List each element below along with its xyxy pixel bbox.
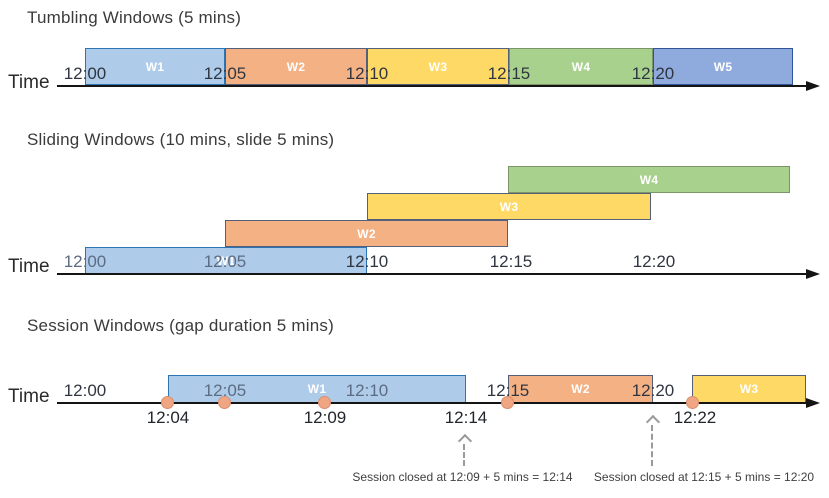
event-time-label: 12:22 (673, 408, 717, 427)
event-time-label: 12:09 (303, 408, 347, 427)
event-dot (318, 396, 331, 409)
tick-label: 12:05 (203, 64, 247, 83)
tick-label: 12:20 (631, 381, 675, 400)
window-bar-w2: W2 (225, 48, 367, 85)
window-bar-w3: W3 (692, 375, 806, 403)
tick-label: 12:15 (489, 252, 533, 271)
time-axis-label: Time (8, 256, 50, 277)
time-axis-label: Time (8, 72, 50, 93)
window-bar-w3: W3 (367, 193, 651, 220)
window-bar-w4: W4 (509, 48, 653, 85)
window-bar-w5: W5 (653, 48, 793, 85)
window-label: W1 (145, 59, 165, 74)
tick-label: 12:20 (632, 252, 676, 271)
session-close-arrow (463, 444, 465, 466)
window-label: W4 (571, 59, 591, 74)
tick-label: 12:10 (345, 64, 389, 83)
tick-label: 12:00 (63, 252, 107, 271)
up-arrow-icon (457, 433, 473, 449)
window-bar-w4: W4 (508, 166, 790, 193)
window-label: W3 (499, 199, 519, 214)
tick-label: 12:10 (345, 381, 389, 400)
tick-label: 12:00 (63, 64, 107, 83)
window-bar-w2: W2 (225, 220, 508, 247)
time-axis (57, 273, 807, 275)
section-title-sliding: Sliding Windows (10 mins, slide 5 mins) (27, 130, 335, 149)
event-dot (686, 396, 699, 409)
event-dot (218, 396, 231, 409)
event-dot (501, 396, 514, 409)
window-bar-w3: W3 (367, 48, 509, 85)
tick-label: 12:10 (345, 252, 389, 271)
session-close-note: Session closed at 12:09 + 5 mins = 12:14 (352, 470, 573, 484)
window-label: W2 (286, 59, 306, 74)
event-dot (161, 396, 174, 409)
window-label: W5 (713, 59, 733, 74)
session-close-note: Session closed at 12:15 + 5 mins = 12:20 (593, 470, 815, 484)
section-title-tumbling: Tumbling Windows (5 mins) (27, 8, 242, 27)
section-title-session: Session Windows (gap duration 5 mins) (27, 316, 334, 335)
window-bar-w2: W2 (508, 375, 653, 403)
window-bar-w1: W1 (85, 247, 367, 274)
time-axis (57, 85, 807, 87)
window-label: W4 (639, 172, 659, 187)
tick-label: 12:15 (486, 381, 530, 400)
tick-label: 12:15 (487, 64, 531, 83)
axis-arrowhead-icon (806, 81, 820, 91)
window-label: W1 (307, 382, 327, 396)
tick-label: 12:05 (203, 252, 247, 271)
window-label: W1 (216, 253, 236, 268)
window-label: W3 (739, 382, 759, 396)
window-bar-w1: W1 (168, 375, 466, 403)
tick-label: 12:20 (631, 64, 675, 83)
tick-label: 12:00 (63, 381, 107, 400)
window-label: W2 (571, 382, 590, 396)
event-time-label: 12:14 (444, 408, 488, 427)
up-arrow-icon (645, 414, 661, 430)
event-time-label: 12:04 (146, 408, 190, 427)
window-bar-w1: W1 (85, 48, 225, 85)
time-axis (57, 402, 807, 404)
axis-arrowhead-icon (806, 398, 820, 408)
time-axis-label: Time (8, 386, 50, 407)
window-label: W3 (428, 59, 448, 74)
session-close-arrow (651, 425, 653, 466)
axis-arrowhead-icon (806, 269, 820, 279)
tick-label: 12:05 (203, 381, 247, 400)
window-label: W2 (357, 226, 376, 241)
